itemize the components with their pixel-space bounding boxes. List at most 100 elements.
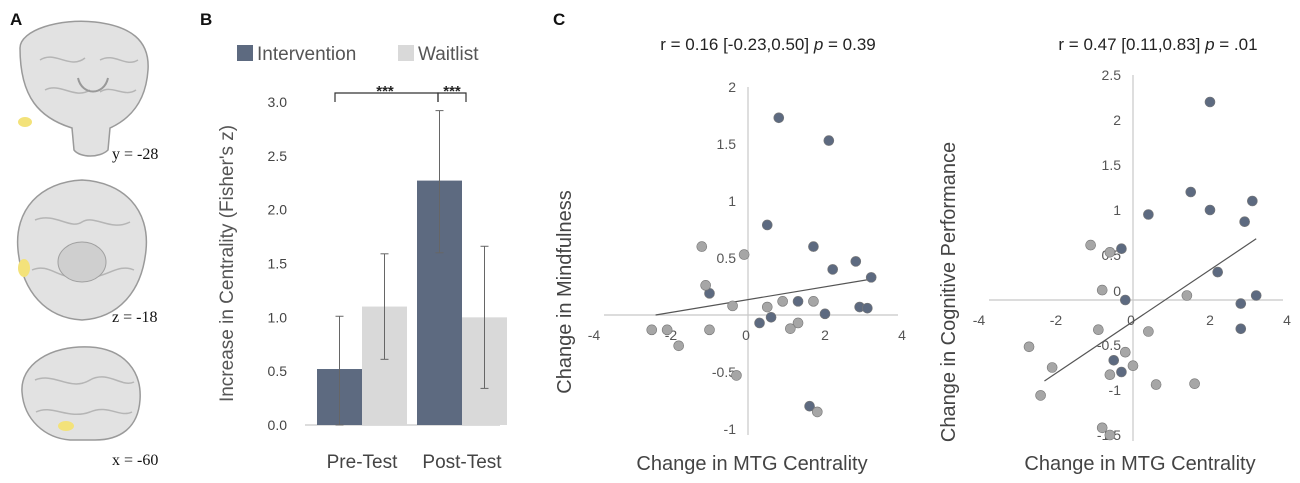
slice-label-sagittal: x = -60 [112,452,159,469]
data-point-blue [862,302,873,314]
trendline [655,277,876,316]
x-category-label-1: Post-Test [422,452,502,473]
data-point-blue [1116,366,1127,378]
data-point-blue [1185,186,1197,198]
data-point-blue [1204,96,1216,108]
activation-highlight-3 [58,421,74,431]
data-point-gray [1085,239,1096,251]
data-point-blue [827,264,839,275]
y-tick-label: 2.5 [268,148,288,164]
data-point-gray [673,340,685,352]
data-point-blue [819,308,831,320]
legend-swatch-1 [398,45,414,61]
data-point-blue [792,296,804,307]
y-tick-label: 1 [728,193,736,209]
y-tick-label: 1.5 [268,256,288,272]
brain-slice-axial [16,179,148,321]
data-point-gray [646,324,658,336]
slice-label-axial: z = -18 [112,309,158,326]
x-tick-label: 0 [742,327,750,343]
data-point-blue [765,311,777,323]
data-point-gray [1127,360,1139,372]
data-point-blue [823,135,835,146]
y-tick-label: 2.5 [1102,67,1122,83]
data-point-gray [731,370,742,381]
y-tick-label: -0.5 [1097,337,1121,353]
x-tick-label: 2 [1206,312,1214,328]
data-point-blue [1212,266,1223,278]
data-point-blue [1235,323,1247,335]
data-point-gray [1096,422,1108,434]
data-point-gray [1096,284,1108,296]
data-point-blue [850,256,862,267]
data-point-gray [696,241,708,252]
data-point-blue [761,219,773,231]
data-point-gray [700,280,711,291]
legend-label-1: Waitlist [418,44,479,65]
y-tick-label: 1 [1113,202,1121,218]
significance-marker-2: *** [443,83,461,100]
data-point-gray [1181,290,1193,301]
data-point-gray [761,301,773,313]
data-point-gray [792,317,804,329]
data-point-gray [1104,429,1116,441]
data-point-blue [1143,209,1154,220]
data-point-gray [785,323,796,334]
y-tick-label: 0.5 [717,250,737,266]
data-point-gray [1023,341,1035,353]
brain-slice-sagittal [21,346,141,441]
y-tick-label: 2 [728,79,736,95]
data-point-blue [1108,354,1120,366]
x-axis-label: Change in MTG Centrality [1024,453,1255,475]
activation-highlight-1 [18,117,32,127]
data-point-gray [1035,390,1046,401]
x-tick-label: -4 [588,327,601,343]
data-point-gray [1120,346,1131,358]
data-point-blue [804,400,815,412]
x-category-label-0: Pre-Test [327,452,398,473]
y-tick-label: 1.0 [268,309,288,325]
y-tick-label: 0.5 [268,363,288,379]
data-point-gray [704,324,715,336]
data-point-gray [1104,247,1116,258]
y-axis-label: Change in Mindfulness [554,190,576,393]
data-point-gray [727,300,738,312]
y-tick-label: 0 [1113,283,1121,299]
brain-slice-coronal [18,20,149,157]
legend-label-0: Intervention [257,44,356,65]
data-point-gray [738,249,750,260]
y-tick-label: -1 [724,421,737,437]
significance-bracket-2 [437,92,467,102]
data-point-gray [1150,379,1162,390]
activation-highlight-2 [18,259,30,277]
chart-title: r = 0.47 [0.11,0.83] p = .01 [1058,35,1257,54]
y-tick-label: 2.0 [268,202,288,218]
data-point-blue [1239,216,1250,227]
data-point-blue [773,112,785,124]
y-tick-label: 1.5 [717,136,737,152]
x-axis-label: Change in MTG Centrality [636,453,867,475]
data-point-gray [1189,378,1200,390]
x-tick-label: -2 [1050,312,1063,328]
panel-a-letter: A [10,10,23,29]
data-point-gray [808,296,819,307]
data-point-blue [1116,243,1127,254]
chart-title: r = 0.16 [-0.23,0.50] p = 0.39 [660,35,876,54]
data-point-gray [1046,362,1058,373]
x-tick-label: 0 [1127,312,1135,328]
significance-marker-1: *** [376,83,394,100]
slice-label-coronal: y = -28 [112,146,159,163]
scatter-chart-cognitive: r = 0.47 [0.11,0.83] p = .01-4-2024-1.5-… [938,35,1291,475]
y-axis-label: Increase in Centrality (Fisher's z) [217,125,238,402]
data-point-blue [1120,294,1131,306]
x-tick-label: 4 [1283,312,1291,328]
y-tick-label: 1.5 [1102,157,1122,173]
data-point-blue [754,317,765,329]
data-point-blue [865,272,877,283]
data-point-blue [1247,195,1258,207]
data-point-blue [1250,290,1262,301]
x-tick-label: 2 [821,327,829,343]
y-tick-label: 3.0 [268,94,288,110]
legend-swatch-0 [237,45,253,61]
